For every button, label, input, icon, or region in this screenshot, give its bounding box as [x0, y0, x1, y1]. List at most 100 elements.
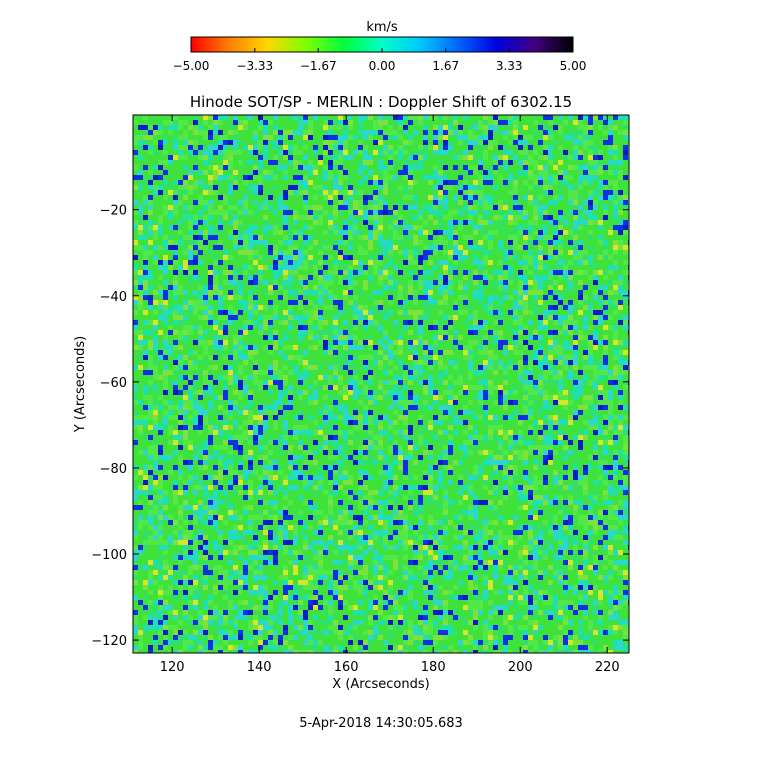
heatmap-cell	[168, 185, 173, 190]
heatmap-cell	[348, 245, 353, 250]
heatmap-cell	[558, 325, 563, 330]
heatmap-cell	[443, 170, 448, 175]
heatmap-cell	[133, 345, 138, 350]
heatmap-cell	[293, 330, 298, 335]
heatmap-cell	[408, 275, 413, 280]
heatmap-cell	[228, 310, 233, 315]
heatmap-cell	[443, 240, 448, 245]
heatmap-cell	[338, 125, 343, 130]
heatmap-cell	[518, 135, 523, 140]
heatmap-cell	[473, 210, 478, 215]
heatmap-cell	[413, 170, 418, 175]
heatmap-cell	[273, 255, 278, 260]
heatmap-cell	[383, 285, 388, 290]
heatmap-cell	[573, 215, 578, 220]
heatmap-cell	[168, 275, 173, 280]
heatmap-cell	[413, 145, 418, 150]
heatmap-cell	[408, 170, 413, 175]
heatmap-cell	[188, 230, 193, 235]
heatmap-cell	[588, 150, 593, 155]
heatmap-cell	[153, 215, 158, 220]
heatmap-cell	[368, 300, 373, 305]
heatmap-cell	[483, 295, 488, 300]
heatmap-cell	[503, 180, 508, 185]
heatmap-cell	[578, 230, 583, 235]
heatmap-cell	[318, 215, 323, 220]
heatmap-cell	[403, 285, 408, 290]
heatmap-cell	[263, 195, 268, 200]
heatmap-cell	[568, 180, 573, 185]
heatmap-cell	[173, 320, 178, 325]
heatmap-cell	[163, 330, 168, 335]
heatmap-cell	[453, 360, 458, 365]
heatmap-cell	[323, 295, 328, 300]
heatmap-cell	[393, 315, 398, 320]
heatmap-cell	[483, 355, 488, 360]
heatmap-cell	[398, 300, 403, 305]
heatmap-cell	[508, 320, 513, 325]
heatmap-cell	[548, 250, 553, 255]
heatmap-cell	[533, 170, 538, 175]
heatmap-cell	[243, 175, 248, 180]
heatmap-cell	[463, 140, 468, 145]
heatmap-cell	[368, 290, 373, 295]
heatmap-cell	[378, 265, 383, 270]
heatmap-cell	[213, 230, 218, 235]
heatmap-cell	[243, 140, 248, 145]
heatmap-cell	[358, 265, 363, 270]
heatmap-cell	[408, 220, 413, 225]
heatmap-cell	[283, 165, 288, 170]
heatmap-cell	[488, 320, 493, 325]
heatmap-cell	[303, 145, 308, 150]
heatmap-cell	[418, 220, 423, 225]
heatmap-cell	[453, 290, 458, 295]
heatmap-cell	[308, 190, 313, 195]
heatmap-cell	[433, 345, 438, 350]
heatmap-cell	[363, 205, 368, 210]
heatmap-cell	[208, 165, 213, 170]
heatmap-cell	[538, 245, 543, 250]
heatmap-cell	[578, 280, 583, 285]
heatmap-cell	[383, 340, 388, 345]
heatmap-cell	[583, 115, 588, 120]
heatmap-cell	[463, 355, 468, 360]
heatmap-cell	[358, 140, 363, 145]
heatmap-cell	[398, 305, 403, 310]
heatmap-cell	[433, 170, 438, 175]
heatmap-cell	[333, 135, 338, 140]
heatmap-cell	[353, 325, 358, 330]
heatmap-cell	[243, 155, 248, 160]
heatmap-cell	[373, 120, 378, 125]
heatmap-cell	[588, 240, 593, 245]
heatmap-cell	[188, 290, 193, 295]
heatmap-cell	[298, 200, 303, 205]
heatmap-cell	[498, 280, 503, 285]
heatmap-cell	[593, 275, 598, 280]
heatmap-cell	[223, 150, 228, 155]
heatmap-cell	[513, 135, 518, 140]
heatmap-cell	[338, 160, 343, 165]
heatmap-cell	[533, 200, 538, 205]
heatmap-cell	[468, 175, 473, 180]
heatmap-cell	[233, 305, 238, 310]
heatmap-cell	[153, 355, 158, 360]
heatmap-cell	[423, 285, 428, 290]
heatmap-cell	[148, 235, 153, 240]
heatmap-cell	[258, 315, 263, 320]
heatmap-cell	[153, 275, 158, 280]
heatmap-cell	[253, 170, 258, 175]
heatmap-cell	[513, 220, 518, 225]
heatmap-cell	[278, 285, 283, 290]
heatmap-cell	[588, 130, 593, 135]
heatmap-cell	[238, 165, 243, 170]
heatmap-cell	[583, 335, 588, 340]
heatmap-cell	[298, 115, 303, 120]
heatmap-cell	[538, 195, 543, 200]
heatmap-cell	[273, 165, 278, 170]
heatmap-cell	[238, 300, 243, 305]
heatmap-cell	[528, 220, 533, 225]
heatmap-cell	[423, 130, 428, 135]
heatmap-cell	[378, 300, 383, 305]
heatmap-cell	[288, 310, 293, 315]
heatmap-cell	[623, 220, 628, 225]
